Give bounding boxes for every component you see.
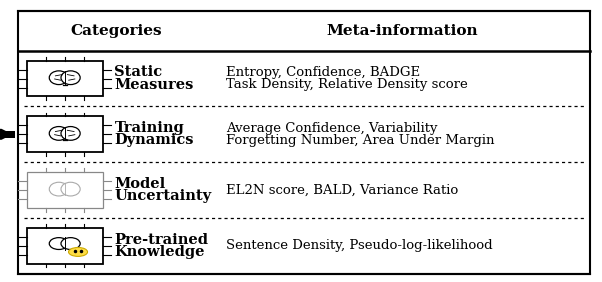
Text: EL2N score, BALD, Variance Ratio: EL2N score, BALD, Variance Ratio — [226, 184, 458, 197]
Text: Pre-trained: Pre-trained — [114, 233, 208, 246]
Text: Static: Static — [114, 65, 163, 80]
Ellipse shape — [61, 127, 80, 140]
Text: Forgetting Number, Area Under Margin: Forgetting Number, Area Under Margin — [226, 134, 494, 147]
Circle shape — [69, 248, 87, 256]
Ellipse shape — [49, 182, 69, 196]
Text: Sentence Density, Pseudo-log-likelihood: Sentence Density, Pseudo-log-likelihood — [226, 239, 492, 252]
Text: Categories: Categories — [70, 24, 162, 38]
FancyBboxPatch shape — [26, 172, 103, 208]
Ellipse shape — [49, 71, 69, 85]
Text: Uncertainty: Uncertainty — [114, 189, 211, 203]
Text: Model: Model — [114, 177, 166, 191]
Text: Task Density, Relative Density score: Task Density, Relative Density score — [226, 78, 468, 91]
Text: Dynamics: Dynamics — [114, 133, 194, 147]
Ellipse shape — [61, 238, 80, 250]
Text: Entropy, Confidence, BADGE: Entropy, Confidence, BADGE — [226, 66, 420, 79]
Ellipse shape — [49, 127, 69, 140]
FancyBboxPatch shape — [26, 228, 103, 263]
Text: Knowledge: Knowledge — [114, 245, 205, 259]
FancyBboxPatch shape — [0, 131, 15, 138]
Text: Average Confidence, Variability: Average Confidence, Variability — [226, 122, 437, 135]
Ellipse shape — [49, 238, 69, 250]
Text: Training: Training — [114, 121, 184, 135]
FancyBboxPatch shape — [26, 61, 103, 96]
Ellipse shape — [61, 182, 80, 196]
FancyBboxPatch shape — [26, 116, 103, 152]
Text: Meta-information: Meta-information — [326, 24, 477, 38]
Ellipse shape — [61, 71, 80, 85]
Text: Measures: Measures — [114, 78, 194, 92]
